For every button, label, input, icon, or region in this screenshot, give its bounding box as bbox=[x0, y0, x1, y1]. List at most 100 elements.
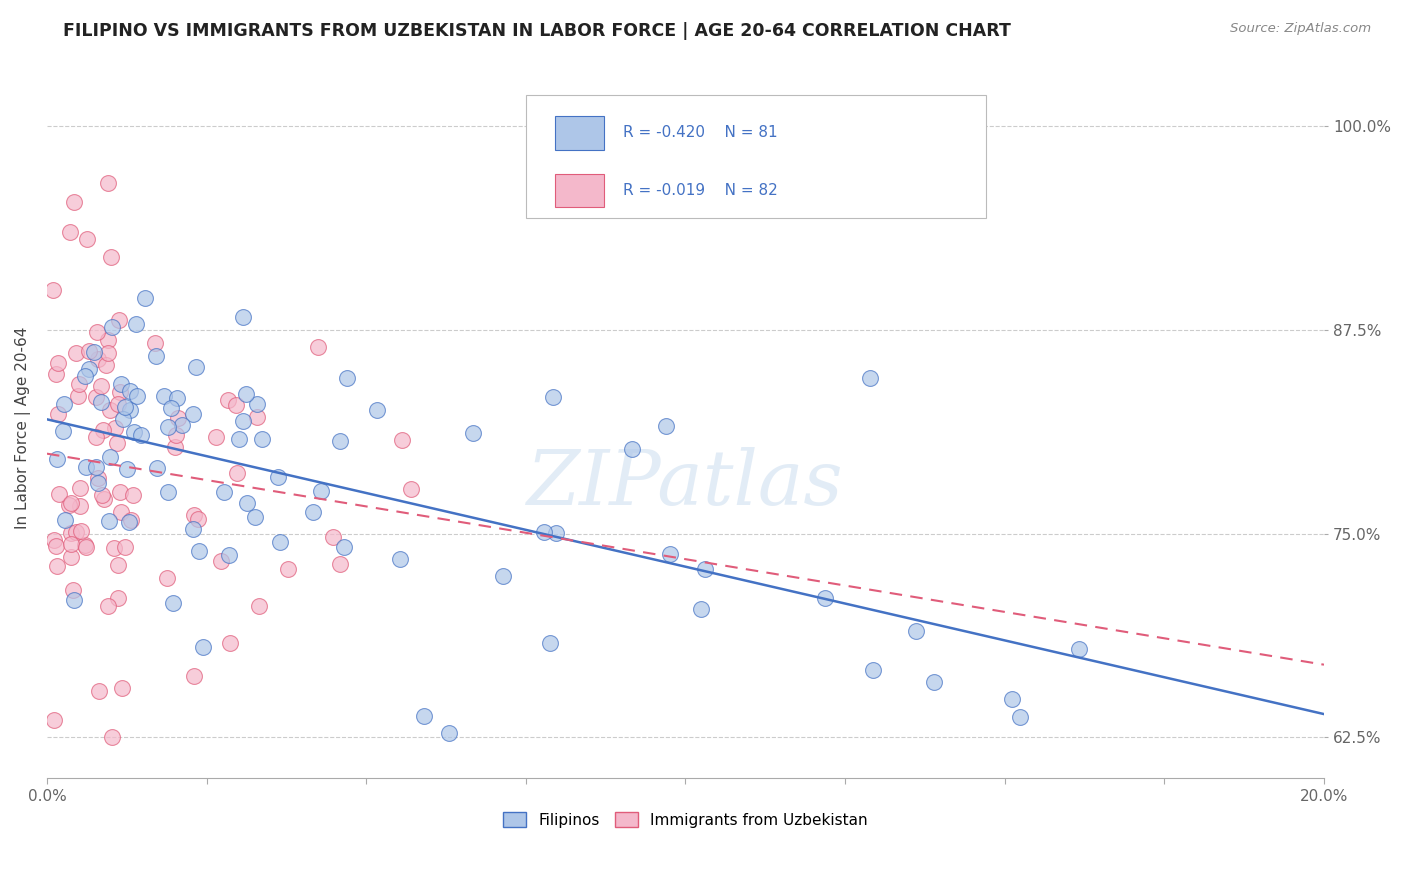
Point bbox=[107, 558, 129, 572]
Point bbox=[544, 525, 567, 540]
Point bbox=[94, 358, 117, 372]
Point bbox=[107, 397, 129, 411]
Point bbox=[218, 548, 240, 562]
Point bbox=[329, 434, 352, 448]
Point bbox=[120, 513, 142, 527]
Y-axis label: In Labor Force | Age 20-64: In Labor Force | Age 20-64 bbox=[15, 326, 31, 529]
Point bbox=[110, 505, 132, 519]
Point bbox=[42, 533, 65, 548]
Point bbox=[100, 403, 122, 417]
Point bbox=[209, 553, 232, 567]
Point bbox=[366, 403, 388, 417]
Point bbox=[277, 562, 299, 576]
Point bbox=[246, 397, 269, 411]
Point bbox=[83, 345, 105, 359]
Point bbox=[97, 177, 120, 191]
Point bbox=[52, 425, 75, 439]
Point bbox=[91, 488, 114, 502]
Point bbox=[302, 505, 325, 519]
Point bbox=[391, 433, 413, 447]
Point bbox=[45, 539, 67, 553]
Point bbox=[110, 384, 132, 399]
Point bbox=[107, 436, 129, 450]
Point bbox=[122, 425, 145, 439]
Point bbox=[42, 283, 65, 297]
Point bbox=[309, 484, 332, 499]
Point bbox=[46, 451, 69, 466]
Point bbox=[65, 525, 87, 540]
Point bbox=[814, 591, 837, 605]
Point bbox=[118, 384, 141, 398]
Point bbox=[922, 675, 945, 690]
Point bbox=[329, 557, 352, 571]
Point bbox=[205, 430, 228, 444]
Point bbox=[170, 418, 193, 433]
Point bbox=[654, 418, 676, 433]
Text: ZIPatlas: ZIPatlas bbox=[527, 447, 844, 521]
Point bbox=[84, 430, 107, 444]
Point bbox=[104, 421, 127, 435]
Point bbox=[84, 459, 107, 474]
Point bbox=[69, 481, 91, 495]
Point bbox=[75, 538, 97, 552]
Point bbox=[42, 713, 65, 727]
Point bbox=[46, 558, 69, 573]
Point bbox=[86, 325, 108, 339]
Point bbox=[236, 496, 259, 510]
Bar bbox=[555, 174, 603, 208]
Point bbox=[538, 635, 561, 649]
Point bbox=[167, 411, 190, 425]
Point bbox=[117, 515, 139, 529]
Point bbox=[100, 250, 122, 264]
Point bbox=[89, 683, 111, 698]
Point bbox=[188, 543, 211, 558]
Point bbox=[389, 552, 412, 566]
Point bbox=[143, 336, 166, 351]
Point bbox=[45, 367, 67, 381]
Point bbox=[693, 562, 716, 576]
Point bbox=[121, 488, 143, 502]
Point bbox=[322, 530, 344, 544]
Point bbox=[307, 340, 329, 354]
Point bbox=[77, 344, 100, 359]
Point bbox=[86, 352, 108, 367]
Point bbox=[162, 596, 184, 610]
Point bbox=[127, 388, 149, 402]
Point bbox=[1008, 709, 1031, 723]
Point bbox=[193, 640, 215, 655]
Point bbox=[67, 376, 90, 391]
Point bbox=[165, 428, 187, 442]
Point bbox=[689, 602, 711, 616]
Point bbox=[87, 471, 110, 485]
Point bbox=[100, 450, 122, 465]
Point bbox=[153, 389, 176, 403]
Point bbox=[183, 669, 205, 683]
Point bbox=[165, 440, 187, 454]
Point bbox=[332, 540, 354, 554]
Point bbox=[90, 395, 112, 409]
Point bbox=[146, 461, 169, 475]
Point bbox=[66, 389, 89, 403]
Point bbox=[461, 426, 484, 441]
Point bbox=[93, 491, 115, 506]
Point bbox=[232, 310, 254, 325]
Point bbox=[166, 391, 188, 405]
Point bbox=[59, 537, 82, 551]
Point bbox=[399, 482, 422, 496]
Point bbox=[75, 540, 97, 554]
Point bbox=[108, 484, 131, 499]
Point bbox=[658, 547, 681, 561]
Point bbox=[269, 535, 291, 549]
Point bbox=[86, 476, 108, 491]
Point bbox=[134, 291, 156, 305]
Point bbox=[60, 549, 83, 564]
Point bbox=[226, 467, 249, 481]
Point bbox=[110, 377, 132, 392]
Point bbox=[77, 362, 100, 376]
Point bbox=[183, 508, 205, 522]
Point bbox=[125, 318, 148, 332]
Point bbox=[48, 487, 70, 501]
Point bbox=[60, 496, 83, 510]
Point bbox=[217, 392, 239, 407]
Point bbox=[267, 470, 290, 484]
